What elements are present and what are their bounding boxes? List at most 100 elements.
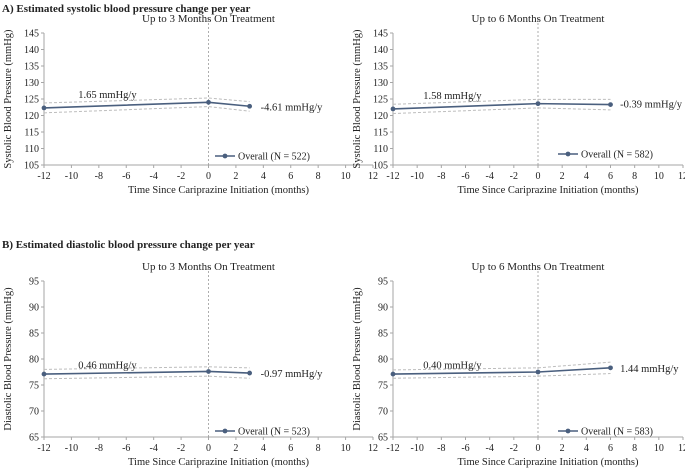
panel-b1-x-tick-label: 0 [206,443,211,454]
panel-b2-y-label: Diastolic Blood Pressure (mmHg) [352,287,363,431]
panel-a2-y-tick-label: 110 [373,144,388,155]
panel-b1-x-tick-label: 10 [341,443,351,454]
panel-b2-x-tick-label: -10 [410,443,423,454]
panel-b2-y-tick-label: 75 [378,381,388,392]
panel-b2-slope-annotation: 1.44 mmHg/y [620,364,679,375]
panel-a1-x-tick-label: -10 [65,171,78,182]
panel-a1-slope-annotation: -4.61 mmHg/y [261,102,324,113]
panel-b1-x-tick-label: -8 [95,443,103,454]
panel-a1-y-tick-label: 125 [24,95,39,106]
section-b-title: B) Estimated diastolic blood pressure ch… [2,239,255,251]
panel-a1-series-line [43,101,250,109]
panel-a2-legend-marker [565,151,571,157]
panel-b2-legend-marker [565,428,571,434]
panel-a2-x-tick-label: -10 [410,171,423,182]
panel-b1-ci-upper [43,366,250,370]
panel-a1-x-tick-label: -4 [149,171,157,182]
panel-b1-y-tick-label: 90 [29,303,39,314]
panel-a2-x-tick-label: 0 [536,171,541,182]
panel-b2-x-tick-label: 6 [608,443,613,454]
panel-a1-x-tick-label: 12 [368,171,378,182]
panel-b1-slope-annotation: -0.97 mmHg/y [261,369,324,380]
panel-a1-x-tick-label: 0 [206,171,211,182]
panel-b2-y-tick-label: 65 [378,433,388,444]
panel-a1-y-tick-label: 130 [24,78,39,89]
panel-b1-y-tick-label: 65 [29,433,39,444]
panel-b2-x-label: Time Since Cariprazine Initiation (month… [458,457,640,468]
panel-a2-x-tick-label: -6 [461,171,469,182]
panel-a2-x-tick-label: 8 [632,171,637,182]
panel-b2-ci-lower [392,373,611,379]
panel-a1-x-tick-label: 10 [341,171,351,182]
panel-a2-x-tick-label: -2 [510,171,518,182]
panel-a2-x-tick-label: 4 [584,171,589,182]
panel-b1-x-tick-label: -10 [65,443,78,454]
panel-a2-data-point [608,102,613,108]
panel-b2-y-tick-label: 85 [378,329,388,340]
panel-a1-legend-label: Overall (N = 522) [238,152,310,163]
panel-a2-data-point [535,101,541,107]
panel-b1-y-tick-label: 75 [29,381,39,392]
panel-a2-x-tick-label: -4 [485,171,493,182]
panel-b1-x-tick-label: -2 [177,443,185,454]
panel-a2-y-tick-label: 120 [373,111,388,122]
panel-b1-x-tick-label: 6 [288,443,293,454]
panel-b2-data-point [390,371,396,377]
panel-a1-y-tick-label: 120 [24,111,39,122]
panel-b1-data-point [206,369,211,374]
panel-b2-x-tick-label: 2 [560,443,565,454]
panel-b2-ci-upper [392,361,611,371]
panel-b2-data-point [608,365,613,371]
panel-a2-slope-annotation: 1.58 mmHg/y [423,91,482,102]
panel-b2-title: Up to 6 Months On Treatment [472,261,605,273]
panel-b2-x-tick-label: -6 [461,443,469,454]
panel-b1-y-tick-label: 70 [29,407,39,418]
panel-b1-x-tick-label: -4 [149,443,157,454]
panel-a1-y-tick-label: 110 [24,144,39,155]
panel-b2-y-tick-label: 80 [378,355,388,366]
panel-b2-data-point [535,369,541,375]
panel-b2-x-tick-label: -2 [510,443,518,454]
panel-a2-title: Up to 6 Months On Treatment [472,13,605,25]
panel-a2-y-tick-label: 145 [373,29,388,40]
panel-b1-series-line [43,370,250,375]
panel-a1-y-tick-label: 140 [24,45,39,56]
panel-a1-ci-lower [43,106,250,114]
panel-a1-y-label: Systolic Blood Pressure (mmHg) [3,29,14,169]
panel-b2-x-tick-label: 10 [654,443,664,454]
panel-a1-y-tick-label: 145 [24,29,39,40]
panel-b2-x-tick-label: 0 [536,443,541,454]
panel-a2-ci-upper [392,98,611,105]
panel-a2-x-tick-label: -8 [437,171,445,182]
panel-b2-x-tick-label: 12 [678,443,685,454]
panel-b2-legend-label: Overall (N = 583) [581,427,653,438]
panel-a1-x-tick-label: 2 [233,171,238,182]
panel-a1-slope-annotation: 1.65 mmHg/y [78,90,137,101]
panel-a2-y-tick-label: 135 [373,62,388,73]
panel-a2-x-tick-label: 12 [678,171,685,182]
panel-a1-x-tick-label: -6 [122,171,130,182]
panel-a1-y-tick-label: 105 [24,161,39,172]
panel-a1-data-point [247,103,253,109]
panel-a2-data-point [390,106,396,112]
panel-a2-x-tick-label: 10 [654,171,664,182]
panel-a1-y-tick-label: 135 [24,62,39,73]
panel-b1-y-tick-label: 80 [29,355,39,366]
panel-b2-x-tick-label: -8 [437,443,445,454]
panel-b2-y-tick-label: 90 [378,303,388,314]
panel-b1-y-tick-label: 95 [29,277,39,288]
panel-a1-x-tick-label: 8 [316,171,321,182]
panel-a1-x-tick-label: 4 [261,171,266,182]
panel-b2-x-tick-label: 8 [632,443,637,454]
panel-b1-x-tick-label: -6 [122,443,130,454]
panel-b1-data-point [41,371,47,377]
panel-b1-x-label: Time Since Cariprazine Initiation (month… [128,457,310,468]
panel-b2-y-tick-label: 95 [378,277,388,288]
panel-b2-x-tick-label: 4 [584,443,589,454]
panel-a1-y-tick-label: 115 [24,128,39,139]
panel-a2-y-tick-label: 140 [373,45,388,56]
panel-a1-ci-upper [43,97,250,104]
panel-b1-legend-marker [222,428,228,434]
panel-a2-ci-lower [392,107,611,115]
